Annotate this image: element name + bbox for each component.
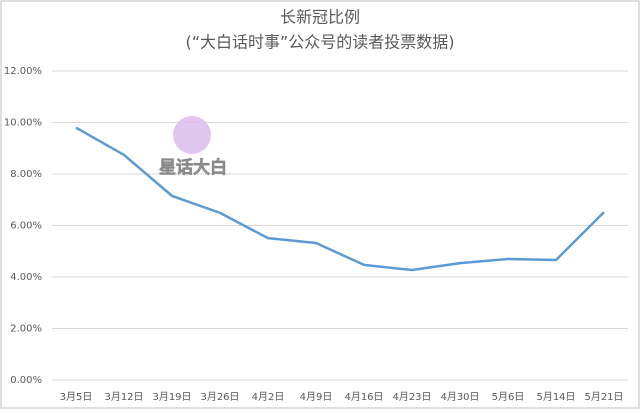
x-tick-label: 5月21日 bbox=[584, 391, 623, 403]
chart-title: 长新冠比例 bbox=[280, 8, 360, 27]
x-tick-label: 5月6日 bbox=[492, 391, 525, 403]
watermark-icon bbox=[173, 116, 211, 154]
x-tick-label: 4月16日 bbox=[344, 391, 383, 403]
y-tick-label: 8.00% bbox=[10, 169, 42, 180]
x-tick-label: 4月9日 bbox=[300, 391, 333, 403]
watermark: 星话大白 bbox=[159, 116, 227, 178]
watermark-text: 星话大白 bbox=[159, 157, 227, 178]
x-tick-label: 5月14日 bbox=[536, 391, 575, 403]
y-tick-label: 4.00% bbox=[10, 272, 42, 283]
x-tick-label: 3月26日 bbox=[200, 391, 239, 403]
y-tick-label: 6.00% bbox=[10, 221, 42, 232]
x-tick-label: 3月5日 bbox=[60, 391, 93, 403]
y-tick-label: 2.00% bbox=[10, 324, 42, 335]
x-tick-label: 4月23日 bbox=[392, 391, 431, 403]
x-tick-label: 3月12日 bbox=[104, 391, 143, 403]
chart-subtitle: (“大白话时事”公众号的读者投票数据) bbox=[185, 33, 454, 52]
y-tick-label: 12.00% bbox=[4, 66, 42, 77]
line-series bbox=[75, 126, 605, 272]
y-tick-label: 10.00% bbox=[4, 118, 42, 129]
x-tick-label: 3月19日 bbox=[152, 391, 191, 403]
y-tick-label: 0.00% bbox=[10, 375, 42, 386]
x-tick-label: 4月2日 bbox=[252, 391, 285, 403]
x-tick-label: 4月30日 bbox=[440, 391, 479, 403]
